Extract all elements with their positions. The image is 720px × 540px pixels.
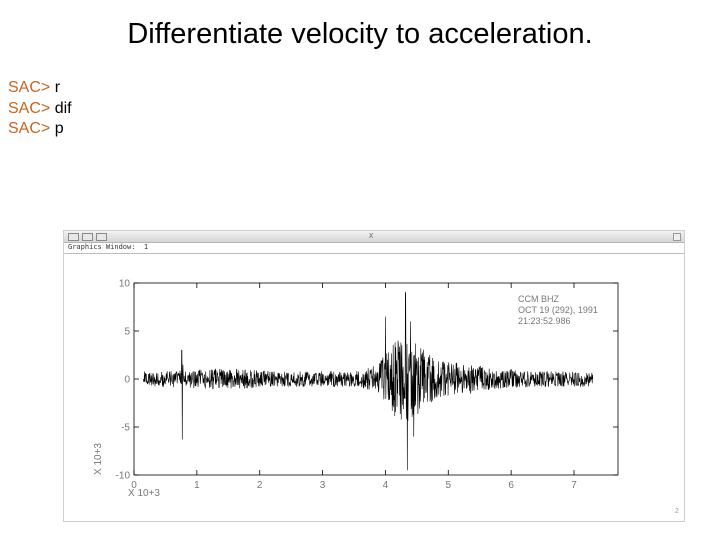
x-tick-label: 7 (571, 480, 577, 491)
x-tick-label: 0 (131, 480, 137, 491)
y-tick-label: 5 (124, 327, 130, 338)
graphics-window[interactable]: X Graphics Window: 1 10 5 0 -5 -10 0 1 2 3 4 5 6 7 … (63, 230, 685, 522)
sac-prompt: SAC> (8, 120, 51, 137)
y-tick-label: -5 (121, 423, 130, 434)
seismogram-trace (143, 292, 594, 471)
x-tick-label: 4 (383, 480, 389, 491)
x-tick-label: 1 (194, 480, 200, 491)
command-text: p (54, 120, 64, 137)
window-controls (68, 233, 107, 241)
maximize-window-button[interactable] (96, 233, 107, 241)
command-text: dif (54, 99, 72, 117)
page-corner-mark: 2 (675, 508, 679, 515)
command-line: SAC> p (8, 119, 72, 140)
seismogram-plot: 10 5 0 -5 -10 0 1 2 3 4 5 6 7 X 10+3 X 10+3 CCM BHZ… (93, 279, 679, 516)
y-tick-label: 10 (119, 279, 131, 290)
trace-header: CCM BHZ OCT 19 (292), 1991 21:23:52.986 (518, 294, 598, 326)
sac-prompt: SAC> (8, 99, 51, 117)
x-tick-label: 2 (257, 480, 263, 491)
command-text: r (54, 79, 61, 96)
minimize-window-button[interactable] (82, 233, 93, 241)
graphics-window-number: 1 (143, 243, 149, 251)
x-logo-icon: X (369, 232, 374, 240)
command-line: SAC> r (8, 78, 72, 99)
graphics-window-label: Graphics Window: 1 (68, 243, 148, 251)
x-tick-label: 6 (508, 480, 514, 491)
slide-title: Differentiate velocity to acceleration. (127, 18, 593, 50)
x-axis-multiplier: X 10+3 (128, 488, 160, 499)
x-axis: 0 1 2 3 4 5 6 7 (131, 283, 577, 491)
window-menu-button[interactable] (673, 233, 681, 241)
y-tick-label: -10 (116, 471, 131, 482)
event-time-label: 21:23:52.986 (518, 316, 571, 326)
y-tick-label: 0 (124, 375, 130, 386)
sac-prompt: SAC> (8, 79, 51, 96)
y-axis: 10 5 0 -5 -10 (116, 279, 618, 482)
x-tick-label: 3 (320, 480, 326, 491)
command-line: SAC> dif (8, 99, 72, 120)
graphics-window-name: Graphics Window: (68, 243, 136, 251)
divider (64, 253, 684, 254)
event-date-label: OCT 19 (292), 1991 (518, 305, 598, 315)
window-titlebar[interactable]: X (64, 231, 684, 243)
sac-command-list: SAC> r SAC> dif SAC> p (8, 78, 72, 140)
station-channel-label: CCM BHZ (518, 294, 559, 304)
close-window-button[interactable] (68, 233, 79, 241)
y-axis-multiplier: X 10+3 (93, 443, 104, 475)
x-tick-label: 5 (446, 480, 452, 491)
